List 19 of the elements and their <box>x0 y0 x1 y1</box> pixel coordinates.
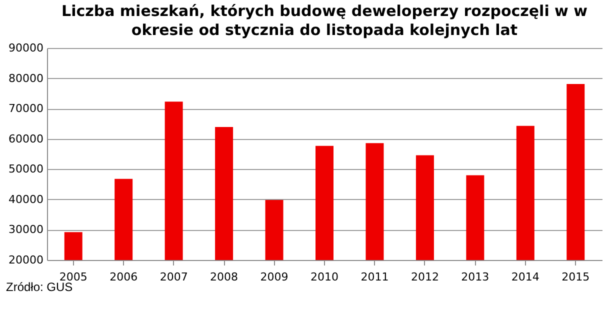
y-tick-label: 40000 <box>8 192 44 206</box>
x-tick-label: 2010 <box>310 270 338 284</box>
y-tick-label: 60000 <box>8 132 44 146</box>
x-tick-label: 2013 <box>461 270 490 284</box>
y-tick-label: 50000 <box>8 162 44 176</box>
y-tick-label: 20000 <box>8 254 44 266</box>
y-tick-label: 70000 <box>8 102 44 116</box>
x-tick-label: 2009 <box>260 270 288 284</box>
y-tick-label: 80000 <box>8 72 44 85</box>
x-tick-label: 2008 <box>210 270 238 284</box>
x-tick-label: 2012 <box>410 270 439 284</box>
x-tick-label: 2011 <box>360 270 389 284</box>
x-tick-label: 2015 <box>562 270 590 284</box>
x-tick-label: 2006 <box>110 270 138 284</box>
x-tick-label: 2014 <box>511 270 540 284</box>
y-tick-label: 90000 <box>8 42 44 54</box>
chart-title: Liczba mieszkań, których budowę deweloperzy rozpoczęli w w okresie od stycznia do listopada kolejnych lat <box>62 2 588 39</box>
y-tick-label: 30000 <box>8 223 44 236</box>
x-tick-label: 2007 <box>160 270 188 284</box>
